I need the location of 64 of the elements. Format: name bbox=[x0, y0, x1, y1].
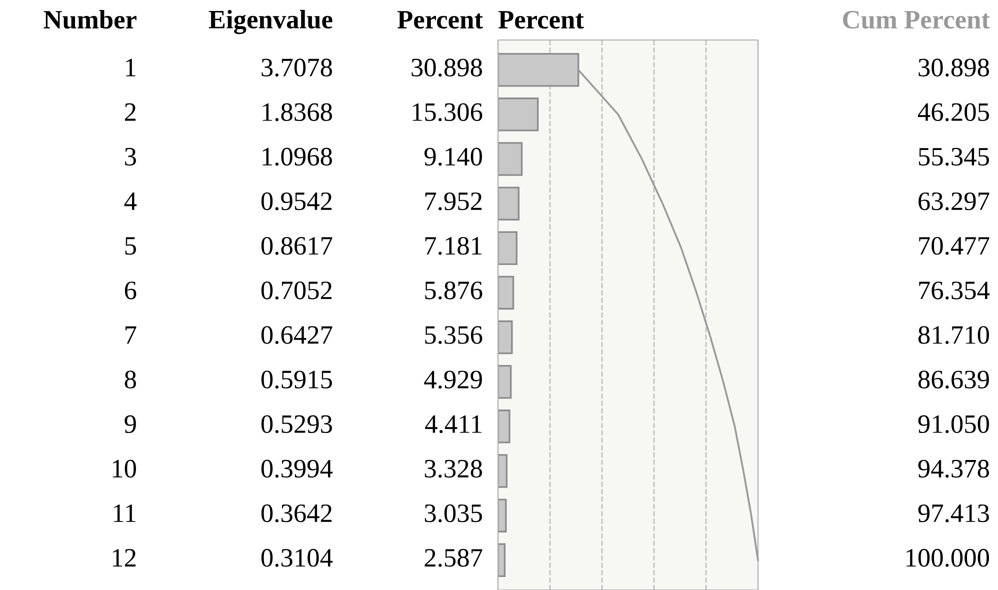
y-tick-label: 11 bbox=[114, 504, 136, 522]
data-label: 15.306 bbox=[412, 103, 482, 122]
data-label: 30.898 bbox=[918, 58, 989, 77]
data-label: 3.035 bbox=[424, 504, 482, 522]
series-label: Percent bbox=[397, 11, 483, 29]
bar bbox=[498, 364, 512, 399]
data-label: 7.952 bbox=[425, 192, 482, 210]
text: 0.3104 bbox=[261, 548, 333, 567]
text: Cum Percent bbox=[843, 10, 990, 29]
y-tick-label: 2 bbox=[124, 103, 136, 121]
y-tick-label: 12 bbox=[112, 549, 136, 566]
text: 0.5293 bbox=[261, 415, 332, 434]
bar bbox=[498, 231, 518, 266]
bar bbox=[498, 543, 506, 578]
text: Eigenvalue bbox=[208, 10, 332, 34]
y-tick-label: 7 bbox=[126, 326, 136, 344]
data-label: 7.181 bbox=[425, 236, 482, 255]
text: 0.9542 bbox=[261, 192, 332, 210]
bar bbox=[498, 276, 514, 310]
text: 1.0968 bbox=[262, 148, 332, 166]
x-axis-title: Percent bbox=[498, 11, 584, 29]
y-tick-label: 5 bbox=[125, 237, 136, 255]
data-label: 86.639 bbox=[918, 370, 989, 389]
bar bbox=[498, 454, 508, 488]
data-label: 46.205 bbox=[918, 103, 989, 122]
text: 0.7052 bbox=[261, 282, 332, 300]
data-label: 4.411 bbox=[425, 415, 482, 434]
data-label: 3.328 bbox=[424, 460, 482, 478]
bar bbox=[498, 98, 539, 132]
bar bbox=[498, 186, 520, 220]
text: 0.5915 bbox=[261, 370, 332, 389]
y-tick-label: 8 bbox=[124, 370, 136, 388]
data-label: 91.050 bbox=[918, 415, 989, 434]
data-label: 100.000 bbox=[906, 548, 989, 567]
data-label: 2.587 bbox=[424, 548, 482, 567]
y-tick-label: 9 bbox=[124, 415, 136, 434]
data-label: 63.297 bbox=[918, 192, 990, 210]
data-label: 5.876 bbox=[425, 282, 482, 300]
bar bbox=[498, 142, 523, 176]
bar bbox=[498, 498, 507, 532]
y-tick-label: 6 bbox=[124, 282, 136, 300]
bar bbox=[498, 320, 513, 354]
data-label: 5.356 bbox=[425, 326, 482, 344]
data-label: 55.345 bbox=[918, 148, 989, 166]
data-label: 4.929 bbox=[424, 370, 482, 389]
y-tick-label: 4 bbox=[124, 192, 137, 210]
data-label: 97.413 bbox=[918, 504, 989, 522]
y-tick-label: 1 bbox=[126, 58, 136, 76]
text: 0.3642 bbox=[261, 504, 332, 522]
data-label: 9.140 bbox=[424, 148, 482, 166]
y-tick-label: 10 bbox=[112, 460, 136, 478]
y-tick-label: 3 bbox=[125, 148, 136, 166]
data-label: 76.354 bbox=[919, 282, 990, 300]
data-label: 94.378 bbox=[918, 460, 989, 478]
data-label: 70.477 bbox=[919, 236, 990, 255]
text: 0.6427 bbox=[261, 326, 332, 344]
data-label: 30.898 bbox=[412, 58, 482, 77]
text: 0.3994 bbox=[261, 460, 333, 478]
data-label: 81.710 bbox=[918, 326, 989, 344]
bar bbox=[498, 410, 510, 444]
text: 0.8617 bbox=[261, 236, 332, 255]
text: 3.7078 bbox=[262, 58, 332, 77]
text: 1.8368 bbox=[262, 103, 332, 122]
y-axis-title: Number bbox=[44, 10, 136, 29]
